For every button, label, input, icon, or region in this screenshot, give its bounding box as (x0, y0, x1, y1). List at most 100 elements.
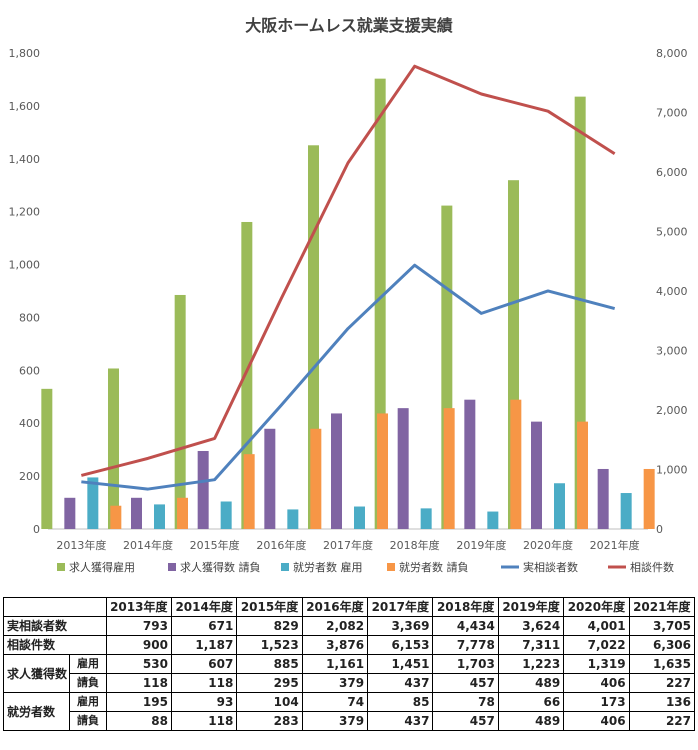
bar (354, 506, 365, 529)
table-cell: 118 (170, 711, 238, 731)
table-cell: 900 (105, 635, 172, 655)
bar (64, 497, 76, 529)
y-right-tick-label: 4,000 (656, 285, 688, 298)
table-cell: 437 (367, 711, 434, 731)
y-left-tick-label: 1,800 (9, 47, 41, 60)
table-cell: 1,223 (497, 654, 565, 674)
table-row: 求人獲得数 雇用 530 607 885 1,161 1,451 1,703 1… (2, 654, 696, 693)
bar (377, 413, 388, 529)
bar (243, 454, 255, 529)
row-group-label: 就労者数 (2, 692, 71, 731)
bar (574, 96, 586, 529)
table-cell: 829 (236, 616, 303, 636)
table-cell: 85 (367, 692, 434, 712)
x-tick-label: 2016年度 (256, 538, 306, 552)
table-row: 就労者数 雇用 195 93 104 74 85 78 66 173 136 (2, 692, 696, 731)
legend-label: 相談件数 (630, 560, 674, 574)
legend-label: 就労者数 雇用 (293, 560, 363, 574)
y-right-tick-label: 5,000 (656, 226, 688, 239)
legend-label: 求人獲得数 請負 (180, 560, 261, 574)
table-cell: 1,703 (432, 654, 499, 674)
table-header-cell: 2017年度 (367, 597, 434, 617)
legend-swatch (168, 563, 176, 571)
bar (643, 468, 655, 529)
y-left-tick-label: 200 (19, 470, 40, 483)
table-cell: 3,369 (367, 616, 434, 636)
table-cell: 118 (170, 673, 238, 693)
bar (131, 497, 142, 529)
table-header-cell: 2014年度 (170, 597, 238, 617)
x-tick-label: 2015年度 (190, 538, 240, 552)
x-tick-label: 2013年度 (56, 538, 106, 552)
table-row: 請負 88 118 283 379 437 457 489 406 227 (4, 711, 696, 731)
x-tick-label: 2019年度 (456, 538, 506, 552)
series-line (81, 263, 616, 491)
bar (87, 477, 99, 529)
table-cell: 4,434 (432, 616, 499, 636)
bar (374, 78, 386, 529)
table-cell: 4,001 (563, 616, 630, 636)
bar (331, 413, 342, 529)
table-header-row: 2013年度 2014年度 2015年度 2016年度 2017年度 2018年… (3, 597, 696, 617)
y-right-tick-label: 8,000 (656, 47, 688, 60)
row-label: 実相談者数 (3, 616, 107, 636)
table-cell: 3,876 (301, 635, 369, 655)
bar (308, 145, 319, 529)
series-line (80, 64, 616, 477)
table-cell: 78 (432, 692, 499, 712)
bar (197, 450, 209, 529)
bar (620, 493, 632, 529)
row-sub-label: 請負 (69, 673, 107, 693)
table-cell: 136 (628, 692, 696, 712)
bar (397, 408, 409, 529)
table-cell: 379 (301, 711, 369, 731)
data-table-wrapper: 2013年度 2014年度 2015年度 2016年度 2017年度 2018年… (2, 597, 696, 731)
table-cell: 3,705 (628, 616, 696, 636)
table-cell: 2,082 (301, 616, 369, 636)
bar (554, 483, 565, 529)
y-left-tick-label: 1,200 (9, 206, 41, 219)
bar (508, 180, 519, 529)
bar (108, 368, 119, 529)
bar (220, 501, 232, 529)
bar (420, 508, 432, 529)
table-cell: 1,451 (367, 654, 434, 674)
bar (510, 399, 522, 529)
legend-label: 実相談者数 (523, 560, 578, 574)
y-left-tick-label: 1,400 (9, 153, 41, 166)
table-cell: 227 (628, 673, 696, 693)
bar (441, 205, 453, 529)
table-cell: 607 (170, 654, 238, 674)
table-cell: 66 (497, 692, 565, 712)
y-right-tick-label: 1,000 (656, 464, 688, 477)
table-cell: 885 (236, 654, 303, 674)
data-table: 2013年度 2014年度 2015年度 2016年度 2017年度 2018年… (2, 597, 696, 731)
table-cell: 457 (432, 673, 499, 693)
table-cell: 406 (563, 673, 630, 693)
bar (464, 399, 476, 529)
table-cell: 6,153 (367, 635, 434, 655)
bar (577, 421, 588, 529)
table-cell: 1,523 (236, 635, 303, 655)
table-corner-cell (3, 597, 107, 617)
bar (177, 497, 188, 529)
table-row: 請負 118 118 295 379 437 457 489 406 227 (4, 673, 696, 693)
y-left-tick-label: 1,600 (9, 100, 41, 113)
y-right-tick-label: 3,000 (656, 345, 688, 358)
chart-panel: 大阪ホームレス就業支援実績 0 200 400 600 800 1,000 1,200 1,40… (9, 16, 688, 574)
x-tick-label: 2020年度 (523, 538, 573, 552)
table-cell: 1,635 (628, 654, 696, 674)
table-cell: 93 (170, 692, 238, 712)
table-cell: 457 (432, 711, 499, 731)
table-cell: 1,161 (301, 654, 369, 674)
table-cell: 227 (628, 711, 696, 731)
bar (241, 221, 253, 530)
bar (41, 388, 53, 529)
bar (264, 428, 276, 529)
table-header-cell: 2019年度 (497, 597, 565, 617)
x-tick-label: 2014年度 (123, 538, 173, 552)
table-cell: 173 (563, 692, 630, 712)
row-sub-label: 雇用 (69, 692, 107, 712)
table-row: 実相談者数 793 671 829 2,082 3,369 4,434 3,62… (3, 616, 696, 636)
y-right-tick-label: 6,000 (656, 166, 688, 179)
